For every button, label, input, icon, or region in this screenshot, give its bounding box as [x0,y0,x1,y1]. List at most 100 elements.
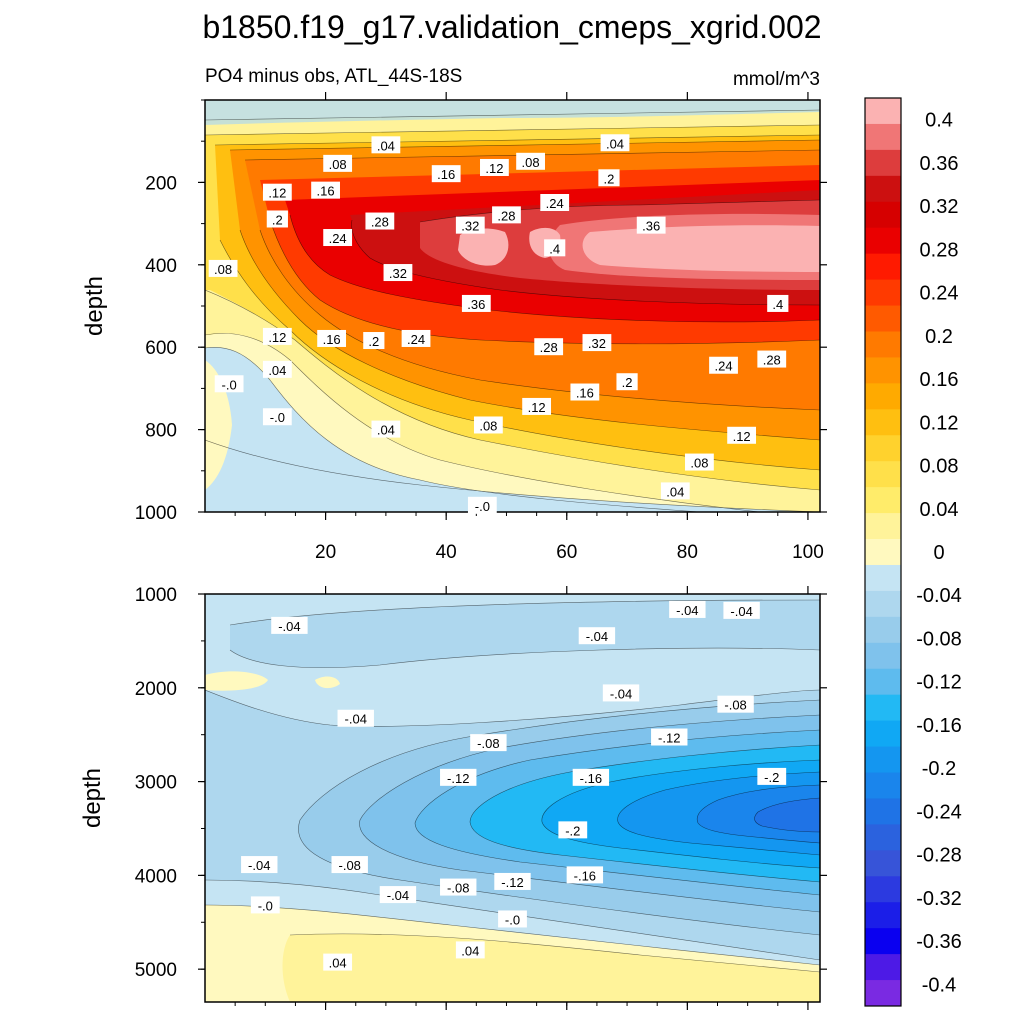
y-tick-label: 5000 [135,960,177,981]
upper-contour-line [351,219,820,306]
contour-label-bg [767,294,789,312]
upper-left-wedge-zero [205,360,232,490]
contour-label-bg [455,941,485,959]
colorbar-label: 0.16 [920,369,959,391]
lower-contour-line [469,744,820,883]
contour-label-bg [323,953,353,971]
contour-label: .2 [604,171,615,186]
contour-label: .28 [371,215,389,230]
contour-label-bg [473,416,503,434]
upper-panel [205,100,820,512]
colorbar-label: 0.2 [925,326,953,348]
contour-label-bg [371,420,401,438]
contour-label: .16 [576,386,594,401]
contour-label: -.12 [658,731,680,746]
contour-label-bg [461,294,491,312]
y-tick-label: 200 [145,173,177,194]
x-tick-label: 60 [556,542,577,563]
upper-contour-line [205,109,820,121]
contour-label-bg [323,154,353,172]
contour-label-bg [602,684,640,702]
contour-label: .24 [546,196,564,211]
contour-label: -.0 [505,912,520,927]
contour-label-bg [544,239,566,257]
contour-label-bg [311,181,340,199]
colorbar-swatch [865,435,901,462]
contour-label: .4 [772,297,783,312]
lower-contour-line [205,689,820,727]
contour-label-bg [636,216,666,234]
contour-label: -.2 [764,770,779,785]
colorbar-label: 0.28 [920,239,959,261]
colorbar-swatch [865,149,901,177]
upper-band-peak [582,225,820,272]
contour-label: .32 [389,266,407,281]
contour-label-bg [323,229,353,247]
colorbar-label: 0 [933,542,944,564]
upper-contour-line [205,124,820,136]
contour-label: -.0 [475,499,490,514]
contour-label: .12 [485,161,503,176]
upper-contour-line [269,219,820,345]
contour-label-bg [534,338,564,356]
contour-label-bg [271,616,308,634]
contour-label-bg [757,767,787,785]
colorbar-label: -0.16 [916,715,962,737]
contour-label: .04 [377,423,395,438]
contour-label-bg [709,356,738,374]
contour-label: .08 [479,418,497,433]
upper-contour-line [205,439,820,512]
contour-label: .24 [329,231,347,246]
colorbar-swatch [865,175,901,203]
colorbar-label: 0.32 [920,196,959,218]
colorbar-swatch [865,513,901,540]
contour-label: -.0 [270,410,285,425]
upper-contour-line [229,139,820,151]
contour-label: .16 [437,167,455,182]
upper-contour-line [219,239,820,471]
colorbar-swatch [865,902,901,929]
contour-label-bg [558,821,588,839]
contour-label-bg [685,453,714,471]
contour-label: -.12 [447,771,469,786]
contour-label-bg [600,134,630,152]
contour-label: -.04 [278,619,300,634]
lower-contour-line [229,647,820,668]
colorbar-swatch [865,590,901,618]
upper-contour-line [214,134,820,146]
colorbar-label: -0.24 [916,801,962,823]
contour-label-bg [337,709,374,727]
colorbar-label: 0.36 [920,153,959,175]
contour-label-bg [317,329,347,347]
contour-label-bg [401,329,431,347]
contour-label-bg [250,896,280,914]
colorbar-swatch [865,253,901,281]
contour-label: .12 [733,429,751,444]
colorbar-frame [864,97,902,1007]
colorbar-swatch [865,331,901,358]
colorbar-label: 0.08 [920,456,959,478]
colorbar-swatch [865,980,901,1007]
colorbar-swatch [865,487,901,514]
contour-label: .28 [540,340,558,355]
contour-label: .12 [528,400,546,415]
lower-contour-line [298,699,820,936]
colorbar-label: -0.08 [916,628,962,650]
y-tick-label: 400 [145,256,177,277]
colorbar-label: 0.12 [920,412,959,434]
upper-contour-line [205,289,820,491]
colorbar-swatch [865,824,901,851]
contour-label-bg [660,482,690,500]
contour-label: .28 [763,353,781,368]
colorbar-label: 0.24 [920,283,959,305]
contour-label: -.0 [222,377,237,392]
contour-label: -.04 [387,888,409,903]
contour-label: .08 [329,157,347,172]
y-tick-label: 1000 [135,585,177,606]
contour-label-bg [214,375,244,393]
colorbar-swatch [865,409,901,436]
contour-label-bg [669,600,706,618]
contour-label: .28 [497,208,515,223]
colorbar-swatch [865,954,901,981]
contour-label-bg [651,728,688,746]
